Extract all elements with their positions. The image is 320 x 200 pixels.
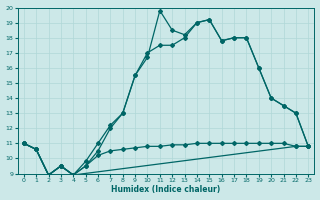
X-axis label: Humidex (Indice chaleur): Humidex (Indice chaleur) (111, 185, 221, 194)
